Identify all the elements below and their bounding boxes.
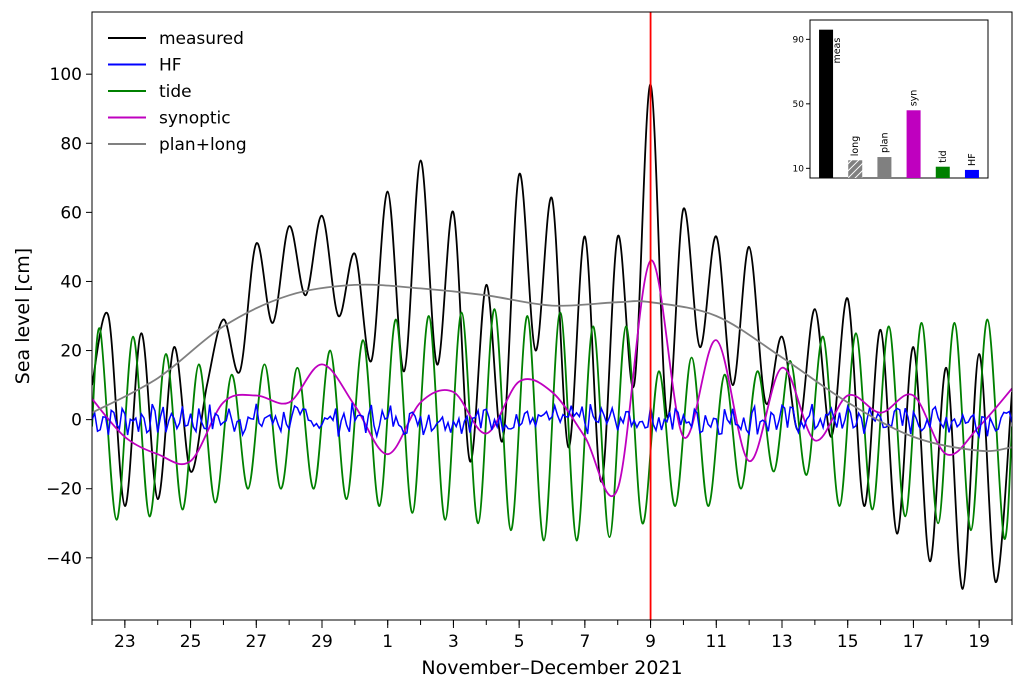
x-tick-label: 19 [968, 632, 990, 652]
x-tick-label: 5 [514, 632, 525, 652]
x-tick-label: 29 [311, 632, 333, 652]
legend-label-measured: measured [159, 29, 244, 49]
inset-y-tick-label: 50 [793, 100, 805, 110]
inset-bar-long [848, 160, 863, 178]
inset-bar-meas [819, 29, 834, 179]
x-tick-label: 9 [645, 632, 656, 652]
inset-bar-plan [877, 157, 892, 178]
legend-label-tide: tide [159, 82, 192, 102]
inset-bar-syn [906, 110, 921, 178]
y-tick-label: 20 [60, 342, 82, 362]
x-tick-label: 1 [382, 632, 393, 652]
y-axis-label: Sea level [cm] [12, 248, 34, 384]
inset-y-tick-label: 10 [793, 164, 805, 174]
x-tick-label: 13 [771, 632, 793, 652]
inset-bar-HF [964, 169, 979, 178]
legend: measured HF tide synoptic plan+long [108, 29, 247, 155]
x-tick-label: 27 [245, 632, 267, 652]
legend-label-plan-long: plan+long [159, 135, 247, 155]
inset-bar-label-syn: syn [909, 90, 920, 107]
x-tick-label: 17 [903, 632, 925, 652]
x-tick-label: 15 [837, 632, 859, 652]
inset-frame [809, 19, 989, 179]
series-line-synoptic [92, 259, 1012, 498]
y-tick-label: 80 [60, 134, 82, 154]
x-axis-label: November–December 2021 [421, 657, 682, 679]
legend-label-HF: HF [159, 56, 182, 76]
series-line-plan-long [92, 283, 1012, 452]
inset-bar-label-long: long [850, 136, 861, 157]
y-tick-label: −20 [46, 480, 82, 500]
x-tick-label: 25 [180, 632, 202, 652]
x-tick-label: 23 [114, 632, 136, 652]
x-tick-label: 3 [448, 632, 459, 652]
inset-bar-chart: 10 50 90 meas long plan syn tid HF [793, 19, 989, 179]
series-line-HF [92, 402, 1012, 440]
inset-bar-tid [935, 166, 950, 178]
inset-bar-label-plan: plan [879, 133, 890, 154]
legend-label-synoptic: synoptic [159, 109, 231, 129]
x-tick-label: 7 [579, 632, 590, 652]
series-line-measured [92, 83, 1012, 590]
y-tick-label: 60 [60, 203, 82, 223]
inset-bar-label-tid: tid [938, 150, 949, 162]
inset-y-tick-label: 90 [793, 35, 805, 45]
inset-bar-label-HF: HF [967, 153, 978, 166]
y-tick-label: 100 [50, 65, 82, 85]
series-group [92, 83, 1012, 590]
y-tick-label: −40 [46, 549, 82, 569]
series-line-tide [92, 308, 1012, 542]
y-tick-label: 0 [71, 411, 82, 431]
inset-bar-label-meas: meas [832, 38, 843, 64]
y-tick-label: 40 [60, 272, 82, 292]
x-tick-label: 11 [705, 632, 727, 652]
